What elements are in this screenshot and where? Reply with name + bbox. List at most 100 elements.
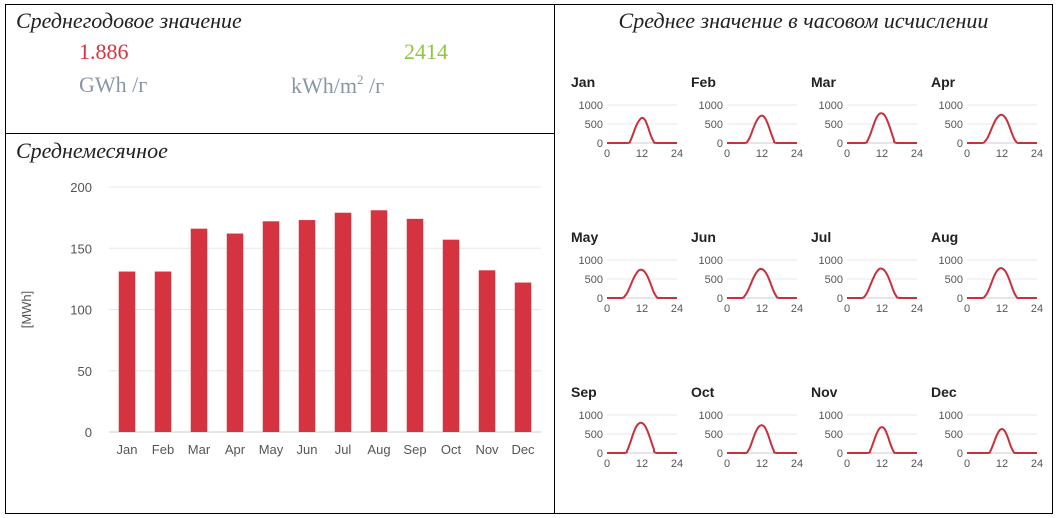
bar	[406, 218, 424, 432]
x-tick-label: 12	[756, 303, 768, 315]
bar	[118, 271, 136, 432]
x-tick-label: 24	[671, 303, 683, 315]
bar	[514, 282, 532, 432]
x-tick-label: 0	[724, 148, 730, 160]
x-tick-label: 12	[756, 458, 768, 470]
series-line	[727, 424, 797, 454]
bar	[154, 271, 172, 432]
x-tick-label: 24	[791, 148, 803, 160]
y-tick-label: 500	[705, 274, 723, 286]
annual-title: Среднегодовое значение	[16, 8, 242, 33]
y-tick-label: 0	[957, 138, 963, 150]
monthly-title: Среднемесячное	[16, 138, 168, 163]
y-tick-label: 500	[585, 274, 603, 286]
x-tick-label: 24	[791, 458, 803, 470]
y-tick-label: 1000	[579, 410, 603, 422]
panel-title: Mar	[811, 74, 836, 90]
x-tick-label: Jul	[335, 442, 352, 457]
y-tick-label: 1000	[939, 255, 963, 267]
y-tick-label: 200	[70, 180, 92, 195]
x-tick-label: Oct	[441, 442, 462, 457]
x-tick-label: Apr	[225, 442, 246, 457]
monthly-panel: Среднемесячное 0 50 100 150 200 [MWh] Jan Feb Ma…	[5, 133, 555, 514]
x-tick-label: Sep	[403, 442, 426, 457]
y-tick-label: 500	[945, 429, 963, 441]
x-tick-label: 12	[996, 148, 1008, 160]
x-tick-label: 12	[636, 148, 648, 160]
x-tick-label: 0	[844, 148, 850, 160]
bar	[442, 239, 460, 432]
y-tick-label: 1000	[939, 100, 963, 112]
series-line	[847, 426, 917, 454]
x-tick-label: 0	[604, 458, 610, 470]
x-tick-label: 12	[876, 458, 888, 470]
x-tick-label: 24	[1031, 458, 1043, 470]
specific-unit-prefix: kWh/m	[291, 73, 357, 98]
series-line	[607, 421, 677, 454]
panel-title: Aug	[931, 229, 958, 245]
x-tick-label: 24	[911, 458, 923, 470]
series-line	[727, 114, 797, 144]
x-tick-label: 0	[964, 458, 970, 470]
x-tick-label: 0	[844, 303, 850, 315]
specific-unit-superscript: 2	[357, 72, 364, 87]
x-tick-label: 0	[964, 148, 970, 160]
annual-specific-yield-value: 2414	[404, 39, 448, 64]
x-tick-label: 12	[756, 148, 768, 160]
x-tick-label: 12	[876, 303, 888, 315]
panel-title: May	[571, 229, 598, 245]
series-line	[967, 428, 1037, 454]
x-tick-label: 24	[791, 303, 803, 315]
x-tick-label: 12	[876, 148, 888, 160]
x-tick-label: 0	[604, 148, 610, 160]
panel-title: Oct	[691, 384, 715, 400]
y-tick-label: 1000	[819, 410, 843, 422]
y-tick-label: 500	[825, 429, 843, 441]
series-line	[607, 268, 677, 299]
bar	[190, 228, 208, 432]
x-tick-label: Feb	[152, 442, 174, 457]
y-tick-label: 500	[945, 119, 963, 131]
hourly-small-multiples: Jan 0 500 1000 0 12 24 Feb 0 500 1000 0 12 24 Mar 0 500 1…	[571, 74, 1043, 470]
panel-title: Sep	[571, 384, 597, 400]
x-tick-label: 0	[964, 303, 970, 315]
series-line	[727, 267, 797, 299]
y-tick-label: 500	[585, 119, 603, 131]
y-tick-label: 1000	[579, 100, 603, 112]
y-tick-label: 50	[78, 364, 92, 379]
panel-title: Feb	[691, 74, 716, 90]
bar	[262, 221, 280, 432]
y-tick-label: 500	[585, 429, 603, 441]
y-tick-label: 0	[85, 425, 92, 440]
x-tick-label: 24	[671, 458, 683, 470]
x-tick-label: Aug	[367, 442, 390, 457]
x-tick-label: 12	[996, 303, 1008, 315]
x-tick-label: 24	[911, 148, 923, 160]
x-tick-label: 24	[1031, 148, 1043, 160]
annual-energy-value: 1.886	[79, 39, 129, 64]
y-tick-label: 1000	[819, 255, 843, 267]
series-line	[967, 113, 1037, 144]
y-tick-label: 1000	[819, 100, 843, 112]
series-line	[847, 112, 917, 144]
y-axis-label: [MWh]	[19, 291, 34, 329]
x-tick-label: Jan	[117, 442, 138, 457]
y-tick-label: 0	[597, 293, 603, 305]
y-tick-label: 0	[837, 293, 843, 305]
y-tick-label: 0	[717, 293, 723, 305]
panel-title: Jun	[691, 229, 716, 245]
panel-title: Jul	[811, 229, 831, 245]
x-tick-label: 0	[724, 303, 730, 315]
annual-energy-unit: GWh /г	[79, 72, 148, 97]
y-tick-label: 1000	[699, 410, 723, 422]
x-tick-label: Nov	[475, 442, 499, 457]
y-tick-label: 500	[705, 119, 723, 131]
hourly-title: Среднее значение в часовом исчислении	[618, 8, 989, 33]
y-tick-label: 1000	[939, 410, 963, 422]
y-tick-label: 1000	[579, 255, 603, 267]
x-tick-label: 12	[636, 303, 648, 315]
annual-specific-yield-unit: kWh/m2 /г	[291, 72, 384, 99]
x-tick-label: 12	[996, 458, 1008, 470]
y-tick-label: 0	[717, 448, 723, 460]
annual-panel: Среднегодовое значение 1.886 2414 GWh /г…	[5, 4, 555, 134]
